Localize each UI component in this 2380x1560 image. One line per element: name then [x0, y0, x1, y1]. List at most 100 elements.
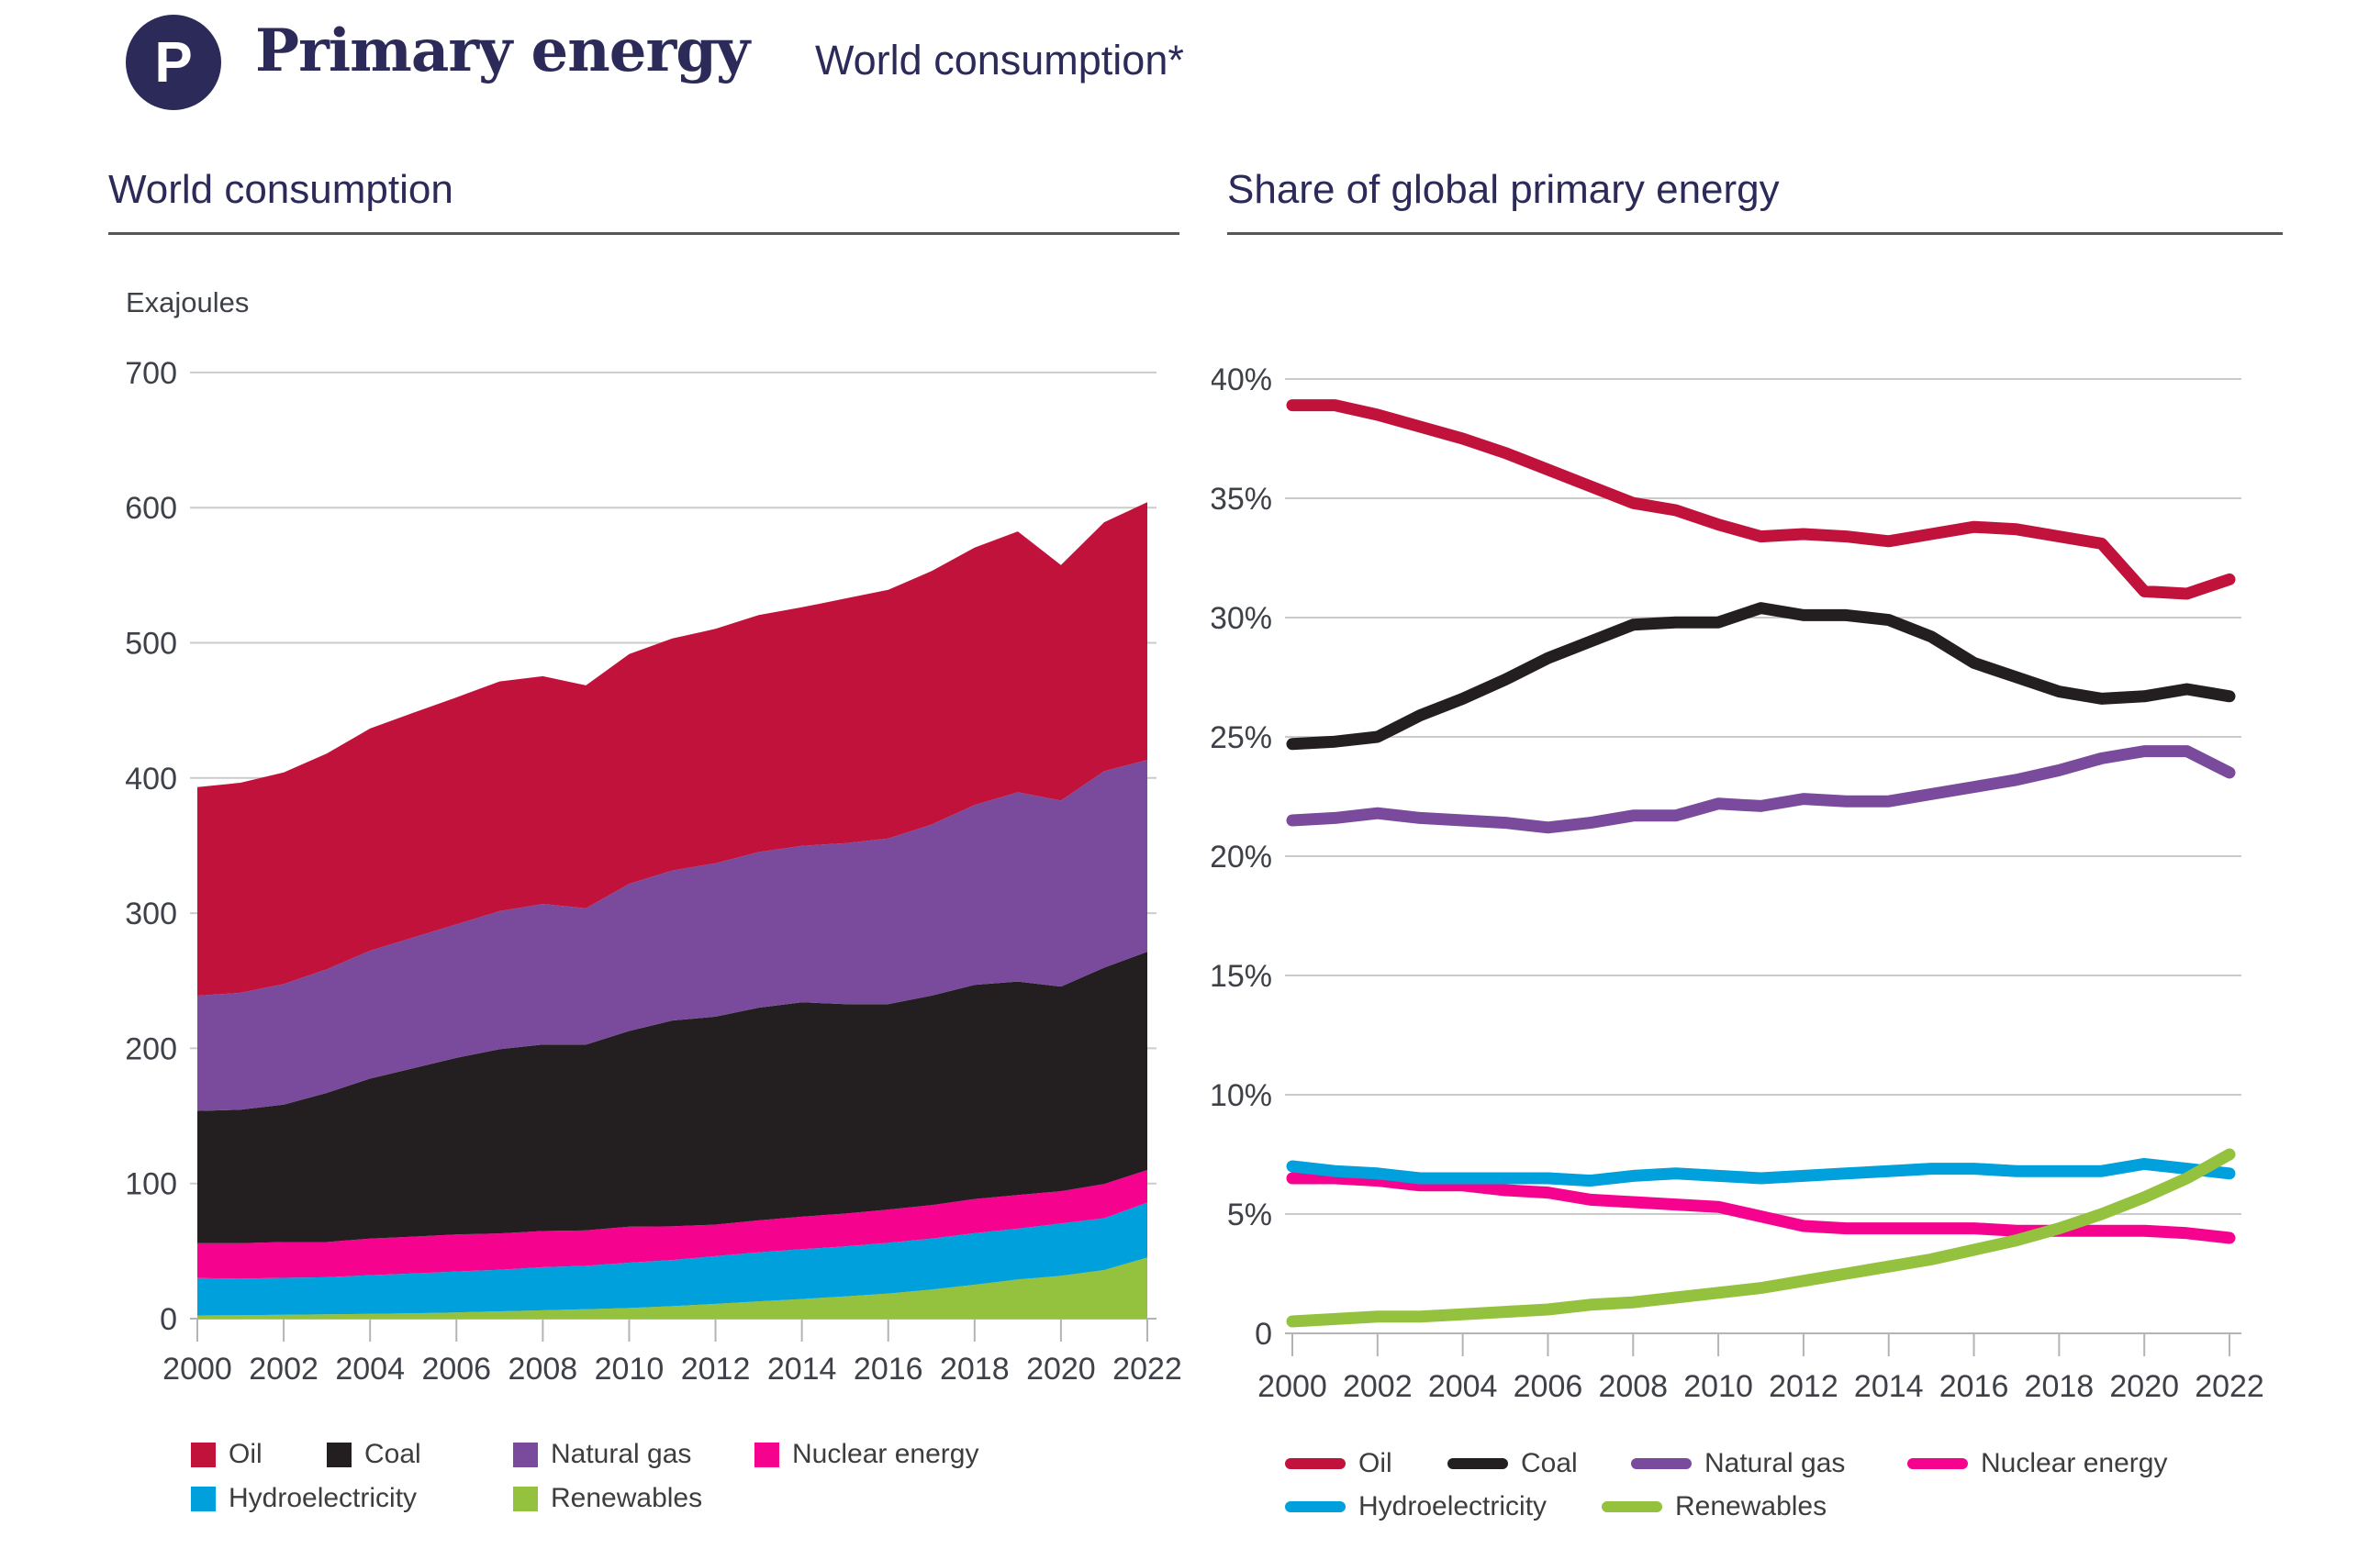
y-tick-label: 400 — [125, 762, 177, 797]
y-tick-label: 5% — [1227, 1198, 1272, 1232]
x-tick-label: 2014 — [767, 1352, 837, 1387]
y-tick-label: 500 — [125, 627, 177, 662]
chart-axes: 40% 35% 30% 25% 20% 15% 10% 5% 0 2000 2002 2004 2006… — [1212, 362, 2264, 1404]
x-tick-label: 2010 — [595, 1352, 665, 1387]
legend-label: Nuclear energy — [1981, 1448, 2168, 1478]
area-series-oil — [197, 502, 1147, 996]
legend-item-renewables: Renewables — [513, 1483, 702, 1514]
y-tick-label: 30% — [1212, 601, 1272, 636]
area-series-hydroelectricity — [197, 1202, 1147, 1316]
x-tick-label: 2016 — [1939, 1369, 2009, 1404]
badge-letter: P — [154, 30, 193, 95]
chart-axes: 700 600 500 400 300 200 100 0 2000 2002 2004 2006 20… — [125, 356, 1182, 1387]
x-tick-label: 2008 — [1598, 1369, 1668, 1404]
page-title: Primary energy — [255, 17, 750, 85]
legend-label: Coal — [364, 1439, 421, 1469]
legend-item-renewables: Renewables — [1602, 1491, 1827, 1522]
share-of-primary-energy-line-chart: 40% 35% 30% 25% 20% 15% 10% 5% 0 2000 2002 2004 2006… — [1212, 362, 2264, 1404]
x-tick-label: 2004 — [335, 1352, 405, 1387]
line-series-hydroelectricity — [1286, 1157, 2236, 1187]
x-tick-label: 2008 — [508, 1352, 578, 1387]
hydroelectricity-swatch-icon — [191, 1486, 216, 1511]
y-tick-label: 40% — [1212, 362, 1272, 397]
x-tick-label: 2002 — [1343, 1369, 1413, 1404]
nuclear-energy-swatch-icon — [754, 1442, 779, 1467]
x-tick-label: 2000 — [1257, 1369, 1327, 1404]
legend-item-coal: Coal — [327, 1439, 421, 1470]
y-tick-label: 25% — [1212, 720, 1272, 755]
legend-item-oil: Oil — [1285, 1448, 1392, 1479]
x-tick-label: 2018 — [2025, 1369, 2095, 1404]
right-section-title: Share of global primary energy — [1227, 167, 1780, 212]
share-lines — [1286, 399, 2236, 1328]
nuclear-energy-line-swatch-icon — [1907, 1458, 1968, 1469]
area-series-natural-gas — [197, 760, 1147, 1111]
legend-label: Renewables — [551, 1483, 703, 1513]
y-tick-label: 700 — [125, 356, 177, 391]
renewables-swatch-icon — [513, 1486, 538, 1511]
y-tick-label: 10% — [1212, 1078, 1272, 1113]
x-tick-label: 2020 — [1026, 1352, 1096, 1387]
line-series-coal — [1286, 602, 2236, 751]
legend-label: Oil — [229, 1439, 263, 1469]
legend-item-coal: Coal — [1447, 1448, 1578, 1479]
x-tick-label: 2014 — [1854, 1369, 1924, 1404]
coal-swatch-icon — [327, 1442, 352, 1467]
x-tick-label: 2020 — [2109, 1369, 2179, 1404]
legend-item-oil: Oil — [191, 1439, 263, 1470]
x-tick-label: 2022 — [1112, 1352, 1182, 1387]
primary-energy-badge-icon: P — [126, 15, 221, 110]
oil-line-swatch-icon — [1285, 1458, 1346, 1469]
legend-label: Hydroelectricity — [229, 1483, 418, 1513]
legend-item-nuclear-energy: Nuclear energy — [1907, 1448, 2167, 1479]
legend-item-nuclear-energy: Nuclear energy — [754, 1439, 978, 1470]
legend-label: Oil — [1358, 1448, 1392, 1478]
right-section-underline — [1227, 232, 2283, 235]
legend-item-natural-gas: Natural gas — [513, 1439, 691, 1470]
world-consumption-area-chart: 700 600 500 400 300 200 100 0 2000 2002 2004 2006 20… — [125, 356, 1182, 1387]
natural-gas-line-swatch-icon — [1631, 1458, 1692, 1469]
x-tick-label: 2006 — [421, 1352, 491, 1387]
x-tick-label: 2002 — [249, 1352, 318, 1387]
left-chart-unit-label: Exajoules — [126, 286, 250, 318]
x-tick-label: 2018 — [940, 1352, 1010, 1387]
legend-label: Renewables — [1675, 1491, 1827, 1521]
legend-item-hydroelectricity: Hydroelectricity — [191, 1483, 417, 1514]
y-tick-label: 0 — [160, 1302, 177, 1337]
legend-item-hydroelectricity: Hydroelectricity — [1285, 1491, 1547, 1522]
x-tick-label: 2000 — [162, 1352, 232, 1387]
coal-line-swatch-icon — [1447, 1458, 1508, 1469]
y-tick-label: 20% — [1212, 840, 1272, 875]
area-series-nuclear-energy — [197, 1170, 1147, 1279]
line-series-natural-gas — [1286, 745, 2236, 834]
stacked-areas — [197, 502, 1147, 1319]
hydroelectricity-line-swatch-icon — [1285, 1501, 1346, 1512]
x-tick-label: 2010 — [1683, 1369, 1753, 1404]
y-tick-label: 600 — [125, 491, 177, 526]
area-series-renewables — [197, 1257, 1147, 1319]
legend-label: Coal — [1521, 1448, 1578, 1478]
legend-label: Natural gas — [551, 1439, 692, 1469]
x-tick-label: 2004 — [1428, 1369, 1498, 1404]
y-tick-label: 300 — [125, 897, 177, 931]
y-tick-label: 0 — [1255, 1317, 1272, 1352]
page-subtitle: World consumption* — [815, 37, 1184, 84]
left-section-title: World consumption — [108, 167, 453, 212]
legend-label: Natural gas — [1704, 1448, 1846, 1478]
line-series-nuclear-energy — [1286, 1172, 2236, 1244]
x-tick-label: 2012 — [681, 1352, 751, 1387]
oil-swatch-icon — [191, 1442, 216, 1467]
line-series-oil — [1286, 399, 2236, 600]
y-tick-label: 15% — [1212, 959, 1272, 994]
legend-label: Nuclear energy — [792, 1439, 979, 1469]
natural-gas-swatch-icon — [513, 1442, 538, 1467]
renewables-line-swatch-icon — [1602, 1501, 1662, 1512]
x-tick-label: 2022 — [2195, 1369, 2264, 1404]
x-tick-label: 2016 — [854, 1352, 923, 1387]
area-series-coal — [197, 952, 1147, 1243]
y-tick-label: 100 — [125, 1167, 177, 1202]
line-series-renewables — [1286, 1148, 2236, 1328]
x-tick-label: 2006 — [1514, 1369, 1583, 1404]
legend-label: Hydroelectricity — [1358, 1491, 1548, 1521]
